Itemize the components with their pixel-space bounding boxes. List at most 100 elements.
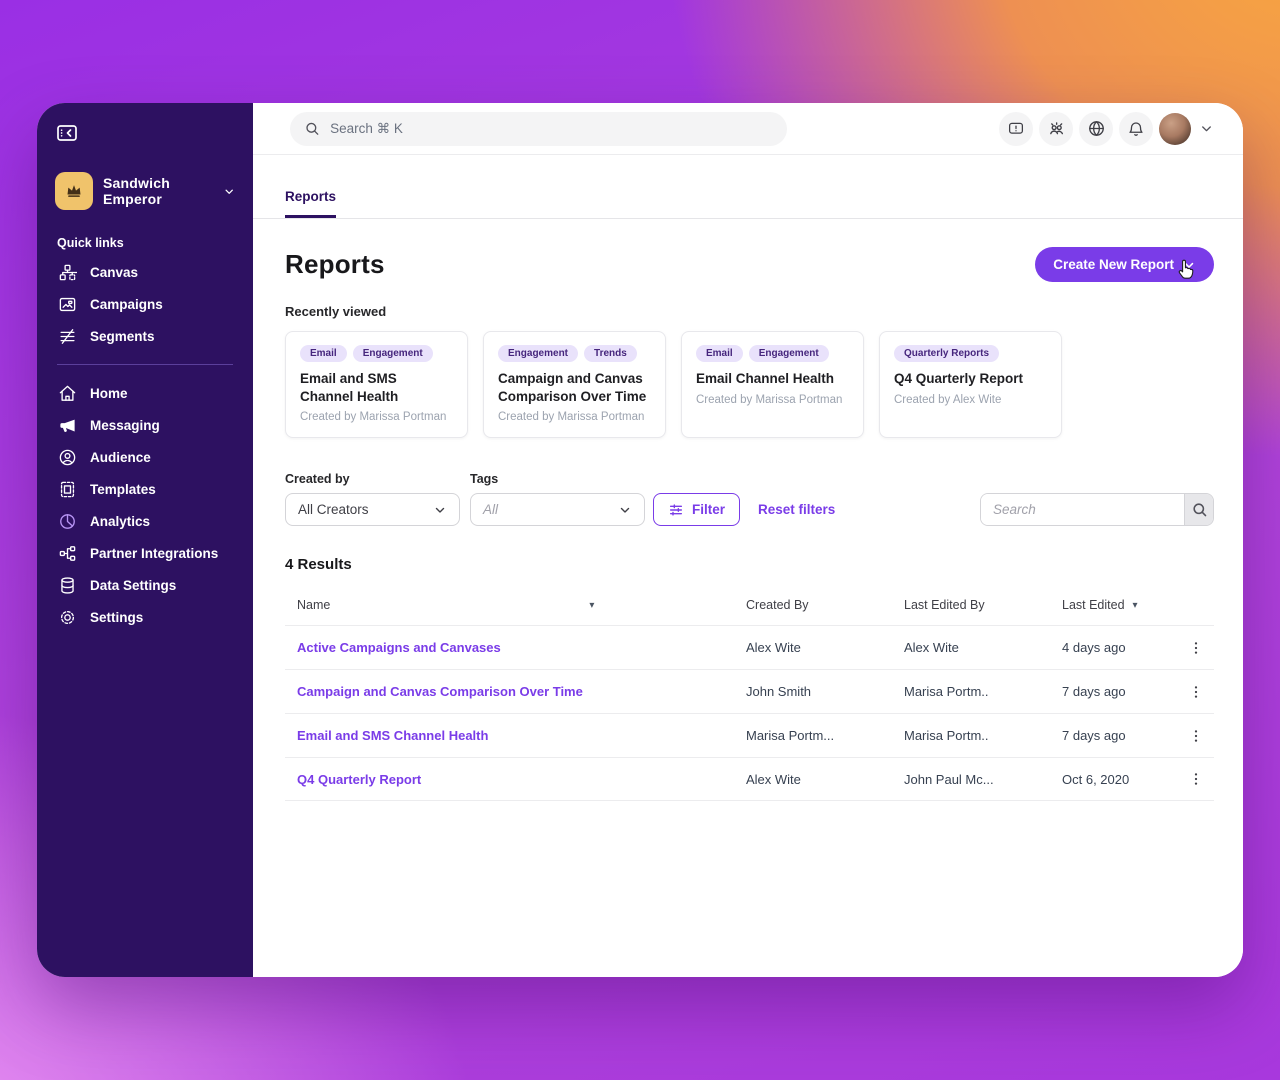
row-menu-button[interactable] xyxy=(1182,634,1210,662)
last-edited-by-cell: Marisa Portm.. xyxy=(904,728,989,743)
sidebar-item-audience[interactable]: Audience xyxy=(55,441,235,473)
team-button[interactable] xyxy=(1039,111,1073,146)
report-card[interactable]: Email Engagement Email and SMS Channel H… xyxy=(285,331,468,438)
kebab-icon xyxy=(1194,641,1198,654)
bell-icon xyxy=(1129,121,1143,136)
tag-pill: Email xyxy=(696,345,743,362)
tab-reports[interactable]: Reports xyxy=(285,189,337,218)
report-link[interactable]: Campaign and Canvas Comparison Over Time xyxy=(297,684,583,699)
report-card-title: Campaign and Canvas Comparison Over Time xyxy=(498,371,647,404)
report-card-author: Created by Marissa Portman xyxy=(696,393,843,406)
global-search-input[interactable] xyxy=(330,121,773,136)
recently-viewed-label: Recently viewed xyxy=(285,304,387,319)
sidebar-item-analytics[interactable]: Analytics xyxy=(55,505,235,537)
sidebar-item-home[interactable]: Home xyxy=(55,377,235,409)
collapse-sidebar-icon xyxy=(57,125,77,141)
created-by-cell: Marisa Portm... xyxy=(746,728,835,743)
sidebar-item-canvas[interactable]: Canvas xyxy=(55,256,235,288)
home-icon xyxy=(57,383,77,403)
tag-pill: Email xyxy=(300,345,347,362)
sidebar-item-messaging[interactable]: Messaging xyxy=(55,409,235,441)
last-edited-by-cell: Alex Wite xyxy=(904,640,959,655)
report-card[interactable]: Engagement Trends Campaign and Canvas Co… xyxy=(483,331,666,438)
canvas-icon xyxy=(57,262,77,282)
search-icon xyxy=(306,122,319,135)
column-header-last-edited-by[interactable]: Last Edited By xyxy=(904,598,985,612)
report-link[interactable]: Q4 Quarterly Report xyxy=(297,771,422,787)
segments-icon xyxy=(57,326,77,346)
feedback-icon xyxy=(1008,122,1024,134)
team-icon xyxy=(1049,122,1063,135)
report-link[interactable]: Active Campaigns and Canvases xyxy=(297,640,501,655)
column-header-last-edited[interactable]: Last Edited xyxy=(1062,598,1125,612)
report-card-title: Email Channel Health xyxy=(696,371,835,386)
tags-select[interactable]: All xyxy=(470,493,645,526)
sidebar-item-campaigns[interactable]: Campaigns xyxy=(55,288,235,320)
last-edited-cell: 7 days ago xyxy=(1062,684,1126,699)
sidebar-item-data-settings[interactable]: Data Settings xyxy=(55,569,235,601)
sidebar-item-label: Canvas xyxy=(90,264,139,280)
locale-button[interactable] xyxy=(1079,111,1113,146)
sidebar-item-label: Partner Integrations xyxy=(90,545,219,561)
megaphone-icon xyxy=(57,415,77,435)
crown-icon xyxy=(67,185,81,197)
sidebar-item-label: Analytics xyxy=(90,513,151,529)
sort-caret-icon[interactable]: ▾ xyxy=(589,599,595,611)
reset-filters-link[interactable]: Reset filters xyxy=(758,502,836,517)
sidebar-collapse-button[interactable] xyxy=(53,119,81,150)
search-icon xyxy=(1192,503,1206,517)
sidebar-item-label: Data Settings xyxy=(90,577,177,593)
filter-button[interactable]: Filter xyxy=(653,493,741,526)
gear-icon xyxy=(57,607,77,627)
campaigns-icon xyxy=(57,294,77,314)
workspace-switcher[interactable]: Sandwich Emperor xyxy=(55,172,235,210)
row-menu-button[interactable] xyxy=(1182,765,1210,793)
chevron-down-icon xyxy=(1184,262,1194,268)
row-menu-button[interactable] xyxy=(1182,722,1210,750)
sidebar-item-templates[interactable]: Templates xyxy=(55,473,235,505)
sidebar-item-label: Home xyxy=(90,385,128,401)
sliders-icon xyxy=(669,503,683,516)
table-row: Active Campaigns and Canvases Alex Wite … xyxy=(285,625,1214,669)
sidebar-item-label: Campaigns xyxy=(90,296,163,312)
quick-links-label: Quick links xyxy=(57,236,124,250)
recently-viewed-cards: Email Engagement Email and SMS Channel H… xyxy=(285,331,1214,438)
report-card-title: Email and SMS Channel Health xyxy=(300,371,399,404)
chevron-down-icon xyxy=(435,507,445,513)
sidebar-item-label: Templates xyxy=(90,481,156,497)
tag-pill: Engagement xyxy=(748,345,829,362)
kebab-icon xyxy=(1194,685,1198,698)
tags-filter-label: Tags xyxy=(470,472,499,486)
row-menu-button[interactable] xyxy=(1182,678,1210,706)
table-search-button[interactable] xyxy=(1184,494,1213,525)
feedback-button[interactable] xyxy=(999,111,1033,146)
kebab-icon xyxy=(1194,729,1198,742)
sort-caret-icon[interactable]: ▾ xyxy=(1132,599,1138,611)
table-search xyxy=(980,493,1214,526)
notifications-button[interactable] xyxy=(1119,111,1153,146)
page-title: Reports xyxy=(285,249,385,279)
created-by-filter-label: Created by xyxy=(285,472,350,486)
table-search-input[interactable] xyxy=(981,494,1184,525)
sidebar-divider xyxy=(57,364,233,365)
report-card[interactable]: Quarterly Reports Q4 Quarterly Report Cr… xyxy=(879,331,1062,438)
global-search[interactable] xyxy=(290,111,787,146)
column-header-name[interactable]: Name xyxy=(297,598,331,612)
report-card-author: Created by Marissa Portman xyxy=(300,411,447,424)
sidebar-item-segments[interactable]: Segments xyxy=(55,320,235,352)
column-header-created-by[interactable]: Created By xyxy=(746,598,809,612)
workspace-avatar xyxy=(55,172,93,210)
sidebar-item-label: Segments xyxy=(90,328,155,344)
chevron-down-icon[interactable] xyxy=(1199,121,1214,136)
table-row: Campaign and Canvas Comparison Over Time… xyxy=(285,669,1214,713)
sidebar-item-partner-integrations[interactable]: Partner Integrations xyxy=(55,537,235,569)
report-card-title: Q4 Quarterly Report xyxy=(894,371,1024,386)
avatar[interactable] xyxy=(1159,112,1191,145)
report-card[interactable]: Email Engagement Email Channel Health Cr… xyxy=(681,331,864,438)
results-count: 4 Results xyxy=(285,556,352,573)
created-by-select[interactable]: All Creators xyxy=(285,493,460,526)
kebab-icon xyxy=(1194,773,1198,785)
sidebar-item-settings[interactable]: Settings xyxy=(55,601,235,633)
create-new-report-button[interactable]: Create New Report xyxy=(1035,247,1214,282)
report-link[interactable]: Email and SMS Channel Health xyxy=(297,728,489,743)
